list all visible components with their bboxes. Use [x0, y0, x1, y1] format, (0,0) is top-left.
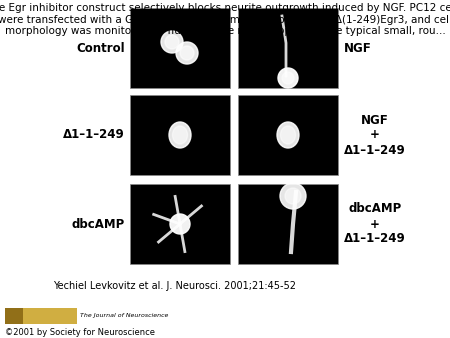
Circle shape — [280, 183, 306, 209]
Bar — [5, 308, 77, 324]
Circle shape — [161, 31, 183, 53]
Bar — [5, 308, 23, 324]
Circle shape — [180, 46, 194, 60]
Text: The Journal of Neuroscience: The Journal of Neuroscience — [80, 314, 168, 318]
Circle shape — [176, 42, 198, 64]
Ellipse shape — [169, 122, 191, 148]
Text: ©2001 by Society for Neuroscience: ©2001 by Society for Neuroscience — [5, 328, 155, 337]
Ellipse shape — [277, 122, 299, 148]
Bar — [130, 8, 230, 88]
Text: Δ1–1–249: Δ1–1–249 — [63, 128, 125, 142]
Ellipse shape — [280, 126, 296, 144]
Text: The Egr inhibitor construct selectively blocks neurite outgrowth induced by NGF.: The Egr inhibitor construct selectively … — [0, 3, 450, 36]
Text: Yechiel Levkovitz et al. J. Neurosci. 2001;21:45-52: Yechiel Levkovitz et al. J. Neurosci. 20… — [54, 281, 297, 291]
Bar — [130, 95, 230, 175]
Circle shape — [165, 35, 179, 49]
Text: dbcAMP
+
Δ1–1–249: dbcAMP + Δ1–1–249 — [344, 202, 406, 245]
Circle shape — [170, 214, 190, 234]
Circle shape — [282, 72, 294, 84]
Circle shape — [285, 188, 301, 204]
Text: NGF
+
Δ1–1–249: NGF + Δ1–1–249 — [344, 114, 406, 156]
Text: NGF: NGF — [344, 42, 372, 54]
Bar — [238, 184, 338, 264]
Circle shape — [278, 68, 298, 88]
Bar — [238, 8, 338, 88]
Bar — [238, 95, 338, 175]
Text: Control: Control — [76, 42, 125, 54]
Text: dbcAMP: dbcAMP — [72, 217, 125, 231]
Bar — [130, 184, 230, 264]
Ellipse shape — [172, 126, 188, 144]
